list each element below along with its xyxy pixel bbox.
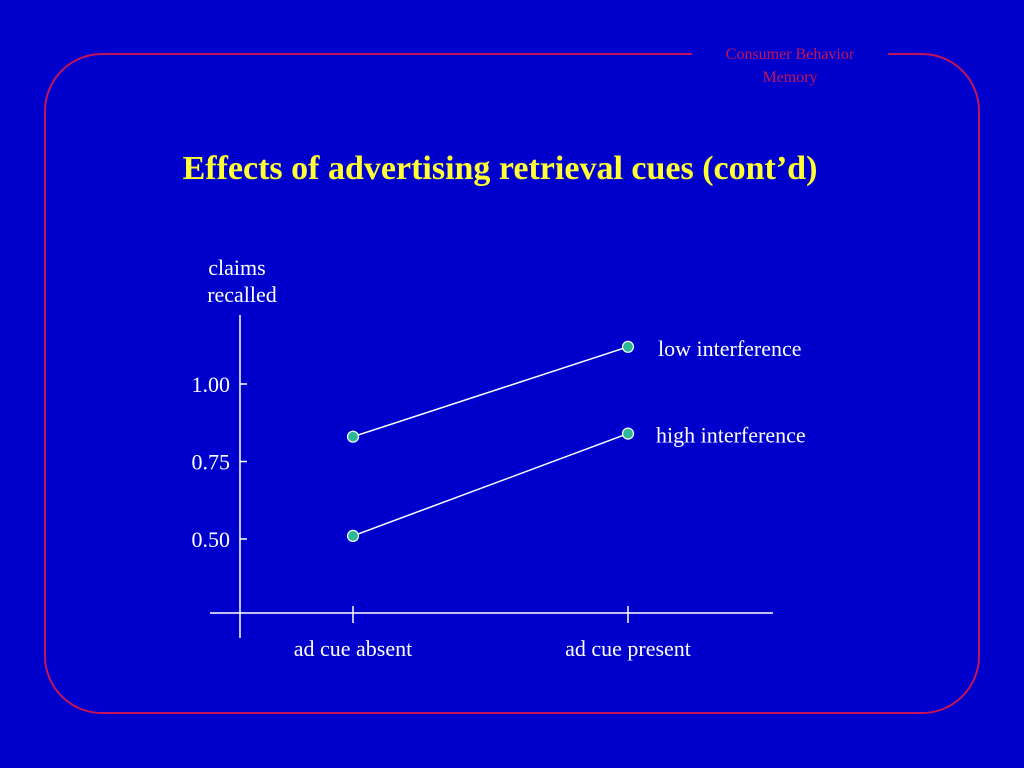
slide-header: Consumer Behavior Memory bbox=[692, 43, 888, 89]
series-label: low interference bbox=[658, 336, 802, 361]
series-line bbox=[352, 346, 629, 438]
data-point bbox=[346, 430, 360, 443]
data-point bbox=[621, 427, 635, 440]
axes bbox=[210, 315, 773, 638]
series-label: high interference bbox=[656, 423, 806, 448]
y-tick-label: 0.75 bbox=[192, 450, 231, 475]
y-tick-label: 0.50 bbox=[192, 527, 231, 552]
y-axis-title: recalled bbox=[207, 282, 277, 307]
slide-title: Effects of advertising retrieval cues (c… bbox=[182, 150, 818, 187]
x-tick-label: ad cue absent bbox=[294, 636, 413, 661]
y-axis-title: claims bbox=[208, 255, 265, 280]
x-tick-label: ad cue present bbox=[565, 636, 691, 661]
series-group bbox=[346, 340, 635, 543]
header-course: Consumer Behavior bbox=[725, 46, 855, 63]
series-line bbox=[352, 432, 629, 537]
y-tick-label: 1.00 bbox=[192, 372, 231, 397]
data-point bbox=[346, 529, 360, 543]
data-point bbox=[621, 340, 635, 353]
slide-frame bbox=[44, 53, 980, 714]
header-topic: Memory bbox=[762, 69, 818, 86]
